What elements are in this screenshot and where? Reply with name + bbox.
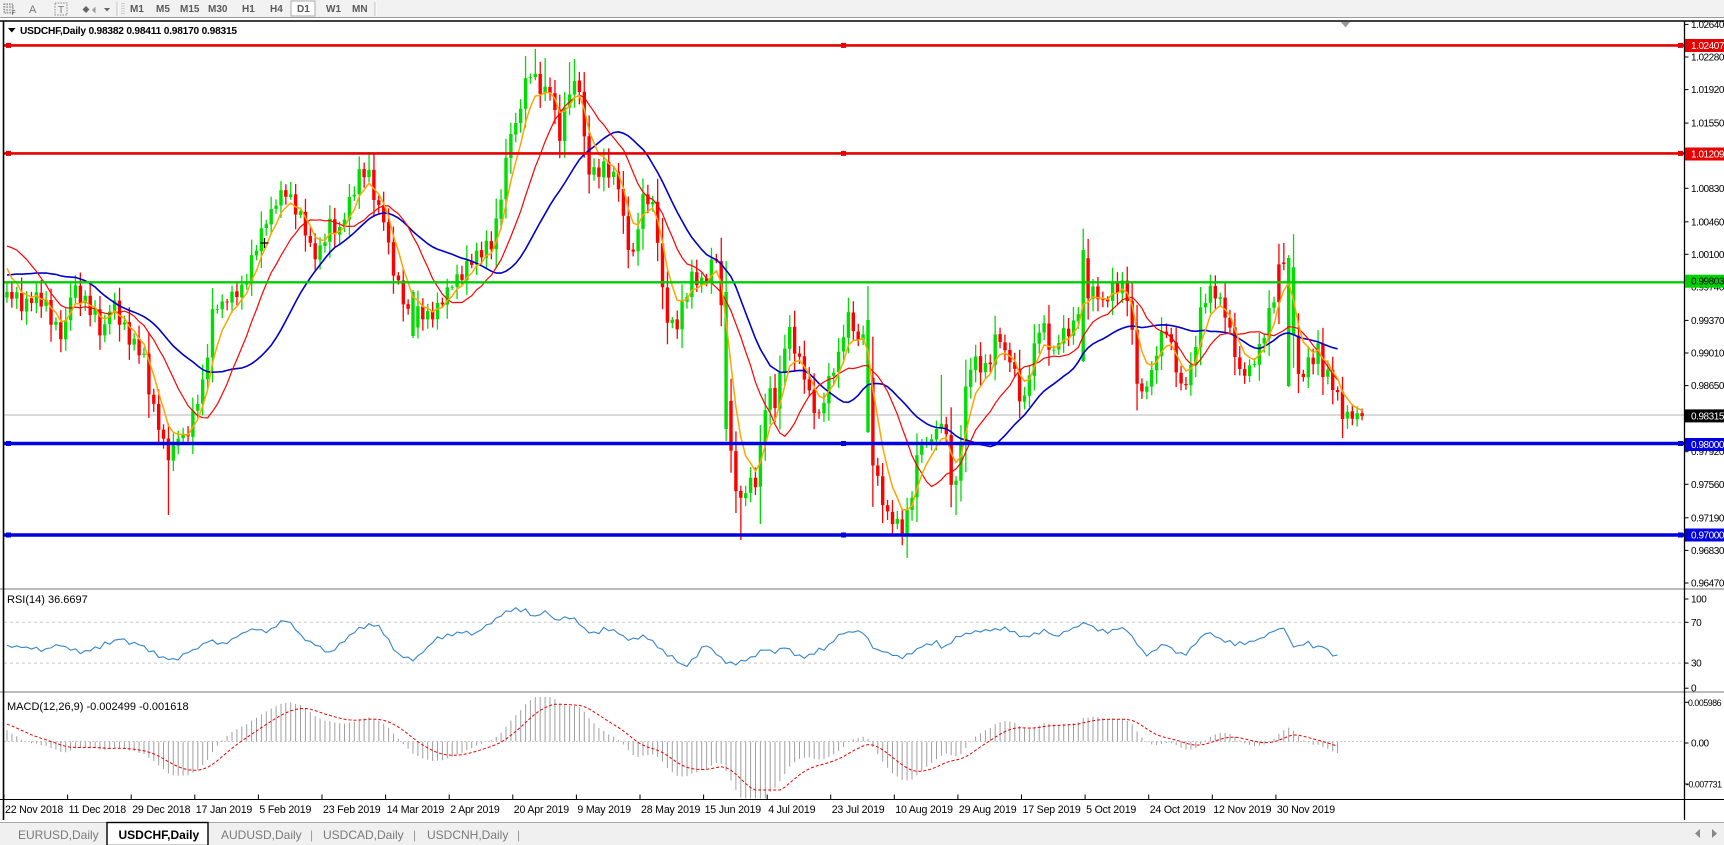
- svg-text:0.98315: 0.98315: [1691, 411, 1724, 422]
- svg-text:M1: M1: [130, 4, 144, 15]
- svg-text:2 Apr 2019: 2 Apr 2019: [450, 804, 500, 816]
- svg-text:M15: M15: [180, 4, 200, 15]
- svg-text:D1: D1: [297, 4, 310, 15]
- svg-text:USDCAD,Daily: USDCAD,Daily: [323, 828, 404, 842]
- svg-text:1.01920: 1.01920: [1691, 85, 1724, 96]
- svg-text:|: |: [517, 828, 520, 842]
- svg-text:29 Dec 2018: 29 Dec 2018: [132, 804, 190, 816]
- svg-text:17 Jan 2019: 17 Jan 2019: [196, 804, 253, 816]
- svg-text:MN: MN: [352, 4, 368, 15]
- svg-text:1.02407: 1.02407: [1691, 41, 1724, 52]
- svg-text:30 Nov 2019: 30 Nov 2019: [1277, 804, 1335, 816]
- svg-text:W1: W1: [326, 4, 341, 15]
- svg-text:1.01209: 1.01209: [1691, 150, 1724, 161]
- svg-text:MACD(12,26,9) -0.002499 -0.001: MACD(12,26,9) -0.002499 -0.001618: [7, 701, 189, 713]
- svg-text:4 Jul 2019: 4 Jul 2019: [768, 804, 815, 816]
- svg-text:-0.007731: -0.007731: [1686, 780, 1722, 790]
- svg-text:1.02640: 1.02640: [1691, 20, 1724, 31]
- svg-text:5 Feb 2019: 5 Feb 2019: [259, 804, 311, 816]
- svg-text:|: |: [310, 828, 313, 842]
- svg-text:0.97000: 0.97000: [1691, 531, 1724, 542]
- svg-text:USDCNH,Daily: USDCNH,Daily: [427, 828, 508, 842]
- svg-text:H4: H4: [270, 4, 283, 15]
- svg-text:23 Jul 2019: 23 Jul 2019: [832, 804, 885, 816]
- svg-text:RSI(14) 36.6697: RSI(14) 36.6697: [7, 594, 88, 606]
- svg-text:0.97920: 0.97920: [1691, 447, 1724, 458]
- svg-text:T: T: [58, 5, 64, 16]
- svg-text:0.96470: 0.96470: [1691, 579, 1724, 590]
- svg-text:11 Dec 2018: 11 Dec 2018: [69, 804, 127, 816]
- svg-text:20 Apr 2019: 20 Apr 2019: [514, 804, 569, 816]
- svg-text:17 Sep 2019: 17 Sep 2019: [1023, 804, 1081, 816]
- svg-text:F: F: [12, 11, 16, 17]
- svg-text:0: 0: [1691, 684, 1697, 695]
- svg-text:14 Mar 2019: 14 Mar 2019: [387, 804, 445, 816]
- svg-text:12 Nov 2019: 12 Nov 2019: [1213, 804, 1271, 816]
- svg-text:0.00: 0.00: [1691, 739, 1710, 750]
- svg-text:10 Aug 2019: 10 Aug 2019: [895, 804, 953, 816]
- svg-text:29 Aug 2019: 29 Aug 2019: [959, 804, 1017, 816]
- svg-text:AUDUSD,Daily: AUDUSD,Daily: [221, 828, 302, 842]
- svg-text:1.00460: 1.00460: [1691, 217, 1724, 228]
- svg-text:|: |: [413, 828, 416, 842]
- svg-text:0.99010: 0.99010: [1691, 349, 1724, 360]
- svg-text:1.01550: 1.01550: [1691, 119, 1724, 130]
- svg-text:USDCHF,Daily: USDCHF,Daily: [119, 828, 200, 842]
- svg-text:23 Feb 2019: 23 Feb 2019: [323, 804, 381, 816]
- svg-text:30: 30: [1691, 659, 1702, 670]
- svg-text:A: A: [29, 4, 37, 16]
- svg-text:24 Oct 2019: 24 Oct 2019: [1150, 804, 1206, 816]
- svg-text:1.02280: 1.02280: [1691, 53, 1724, 64]
- svg-text:M5: M5: [156, 4, 170, 15]
- svg-text:M30: M30: [208, 4, 228, 15]
- svg-text:0.97560: 0.97560: [1691, 480, 1724, 491]
- svg-text:0.005986: 0.005986: [1688, 698, 1722, 708]
- svg-text:9 May 2019: 9 May 2019: [577, 804, 631, 816]
- svg-text:0.99370: 0.99370: [1691, 316, 1724, 327]
- svg-text:1.00100: 1.00100: [1691, 250, 1724, 261]
- svg-text:USDCHF,Daily 0.98382 0.98411: USDCHF,Daily 0.98382 0.98411 0.98170 0.9…: [20, 26, 237, 37]
- svg-text:0.98000: 0.98000: [1691, 440, 1724, 451]
- svg-text:0.97190: 0.97190: [1691, 513, 1724, 524]
- svg-text:0.99803: 0.99803: [1691, 277, 1724, 288]
- svg-text:H1: H1: [242, 4, 255, 15]
- svg-text:22 Nov 2018: 22 Nov 2018: [5, 804, 63, 816]
- svg-text:0.99740: 0.99740: [1691, 282, 1724, 293]
- svg-text:0.96830: 0.96830: [1691, 546, 1724, 557]
- svg-text:0.98650: 0.98650: [1691, 381, 1724, 392]
- svg-text:28 May 2019: 28 May 2019: [641, 804, 701, 816]
- svg-text:15 Jun 2019: 15 Jun 2019: [705, 804, 762, 816]
- svg-text:100: 100: [1691, 595, 1707, 606]
- svg-text:70: 70: [1691, 618, 1702, 629]
- svg-text:5 Oct 2019: 5 Oct 2019: [1086, 804, 1136, 816]
- svg-text:EURUSD,Daily: EURUSD,Daily: [18, 828, 99, 842]
- svg-text:1.00830: 1.00830: [1691, 184, 1724, 195]
